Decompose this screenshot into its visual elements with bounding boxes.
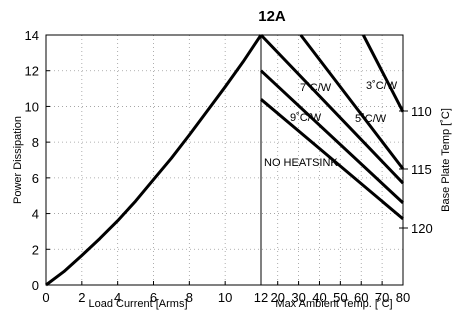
x-tick-label-right-2: 30: [291, 290, 305, 305]
x-tick-label-right-1: 20: [270, 290, 284, 305]
chart-title: 12A: [258, 8, 286, 25]
series-label-4: 3˚C/W: [366, 80, 398, 92]
derating-line-4: [361, 34, 405, 113]
series-label-3: 5˚C/W: [355, 113, 387, 125]
x-tick-label-right-3: 40: [312, 290, 326, 305]
x-axis-label-ambient-temp: Max Ambient Temp. [˚C]: [275, 298, 392, 310]
x-tick-label-left-0: 0: [42, 290, 49, 305]
y-tick-label-7: 14: [25, 28, 39, 43]
x-tick-label-left-5: 10: [218, 290, 232, 305]
y-tick-label-0: 0: [32, 278, 39, 293]
grid-lines: [46, 35, 403, 285]
y-tick-label-5: 10: [25, 99, 39, 114]
y-tick-label-6: 12: [25, 64, 39, 79]
y2-tick-label-0: 110: [411, 104, 432, 119]
x-tick-label-right-5: 60: [354, 290, 368, 305]
x-tick-label-right-6: 70: [375, 290, 389, 305]
y2-tick-label-1: 115: [411, 162, 432, 177]
y-tick-label-3: 6: [32, 171, 39, 186]
y2-ticks: 110 115 120: [399, 104, 433, 236]
series-label-2: 7˚C/W: [300, 82, 332, 94]
y-tick-label-4: 8: [32, 135, 39, 150]
y-ticks: 0 2 4 6 8 10 12 14: [25, 28, 50, 293]
x-tick-label-right-0: 12: [254, 290, 268, 305]
x-tick-label-right-4: 50: [333, 290, 347, 305]
y2-axis-label: Base Plate Temp [˚C]: [440, 108, 452, 212]
derating-line-0: [260, 98, 404, 221]
x-tick-label-left-4: 8: [186, 290, 193, 305]
series-label-0: NO HEATSINK: [264, 157, 338, 169]
load-current-curves: [45, 34, 263, 287]
x-tick-label-left-3: 6: [150, 290, 157, 305]
x-tick-label-right-7: 80: [396, 290, 410, 305]
y-tick-label-1: 2: [32, 242, 39, 257]
derating-line-3: [299, 34, 405, 170]
x-axis-label-load-current: Load Current [Arms]: [88, 298, 187, 310]
ambient-temp-curves: [259, 33, 405, 221]
x-tick-label-left-1: 2: [78, 290, 85, 305]
derating-line-2: [259, 33, 405, 185]
y-axis-label: Power Dissipation: [12, 116, 24, 204]
plot-frame: [45, 34, 404, 286]
right-x-ticks: 12 20 30 40 50 60 70 80: [254, 281, 410, 305]
derating-line-1: [259, 69, 405, 204]
x-tick-label-left-2: 4: [114, 290, 121, 305]
power-curve: [45, 34, 263, 287]
y2-tick-label-2: 120: [411, 221, 433, 236]
series-label-1: 9˚C/W: [290, 112, 322, 124]
y-tick-label-2: 4: [32, 207, 39, 222]
series-labels: NO HEATSINK 9˚C/W 7˚C/W 5˚C/W 3˚C/W: [264, 80, 398, 169]
left-x-ticks: 0 2 4 6 8 10: [42, 281, 232, 305]
